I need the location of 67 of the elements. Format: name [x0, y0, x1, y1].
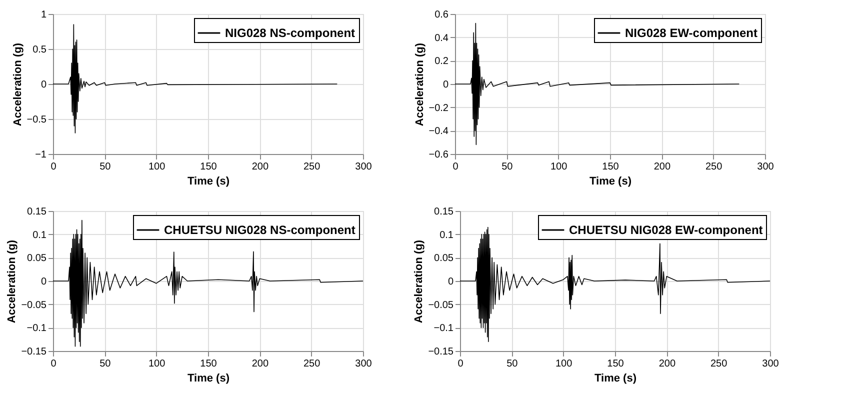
x-tick-label: 200: [654, 162, 671, 172]
x-tick-label: 300: [355, 162, 372, 172]
x-tick-label: 50: [506, 358, 518, 370]
y-tick-label: 0.05: [27, 253, 47, 264]
x-tick-label: 50: [100, 358, 112, 370]
x-tick-label: 300: [762, 358, 780, 370]
x-tick-label: 150: [200, 162, 218, 172]
x-tick-label: 150: [607, 358, 624, 370]
y-tick-label: 0.1: [440, 230, 454, 241]
y-tick-label: 0: [448, 276, 454, 288]
x-tick-label: 200: [658, 358, 676, 370]
y-tick-label: −1: [35, 150, 47, 160]
x-tick-label: 300: [355, 358, 372, 370]
y-tick-label: 0.15: [27, 206, 47, 218]
x-tick-label: 250: [303, 162, 321, 172]
x-axis-title: Time (s): [188, 176, 230, 188]
x-tick-label: 100: [148, 162, 166, 172]
y-tick-label: 0: [442, 80, 449, 90]
y-tick-label: 0.15: [434, 206, 454, 218]
line-series: [460, 226, 770, 342]
y-tick-label: −0.1: [434, 323, 454, 334]
x-tick-label: 100: [148, 358, 166, 370]
y-tick-label: 0.05: [434, 253, 454, 264]
y-tick-label: −0.05: [428, 300, 454, 311]
x-tick-label: 50: [502, 162, 514, 172]
y-tick-label: 0.4: [434, 32, 449, 44]
y-tick-label: 0: [40, 80, 47, 90]
x-tick-label: 150: [200, 358, 218, 370]
x-tick-label: 250: [710, 358, 728, 370]
y-tick-label: 0.2: [434, 56, 449, 68]
y-tick-label: −0.4: [428, 126, 449, 138]
legend-label: NIG028 EW-component: [625, 26, 758, 40]
x-tick-label: 100: [550, 162, 568, 172]
y-tick-label: −0.05: [21, 300, 47, 311]
x-tick-label: 200: [252, 162, 269, 172]
x-axis-title: Time (s): [188, 372, 230, 384]
legend-label: CHUETSU NIG028 EW-component: [569, 223, 763, 237]
x-axis-title: Time (s): [594, 372, 637, 384]
legend-label: NIG028 NS-component: [225, 26, 356, 40]
x-tick-label: 200: [252, 358, 269, 370]
legend-label: CHUETSU NIG028 NS-component: [164, 223, 356, 237]
y-tick-label: −0.15: [428, 346, 454, 358]
y-axis-title: Acceleration (g): [414, 42, 426, 126]
x-tick-label: 0: [50, 162, 57, 172]
x-tick-label: 50: [100, 162, 112, 172]
y-axis-title: Acceleration (g): [413, 240, 426, 324]
y-tick-label: 0.6: [434, 10, 449, 20]
x-tick-label: 150: [602, 162, 620, 172]
y-tick-label: −0.6: [428, 150, 449, 160]
x-axis-title: Time (s): [590, 176, 632, 188]
line-series: [53, 220, 363, 347]
y-tick-label: 1: [40, 10, 47, 20]
y-tick-label: 0: [40, 276, 47, 288]
y-tick-label: 0.1: [32, 230, 47, 241]
x-tick-label: 0: [458, 358, 464, 370]
y-tick-label: −0.15: [21, 346, 47, 358]
y-tick-label: −0.2: [428, 102, 449, 114]
x-tick-label: 100: [555, 358, 573, 370]
y-axis-title: Acceleration (g): [12, 42, 24, 126]
x-tick-label: 300: [757, 162, 774, 172]
y-tick-label: 0.5: [32, 44, 47, 56]
y-axis-title: Acceleration (g): [6, 240, 18, 324]
x-tick-label: 250: [705, 162, 723, 172]
y-tick-label: −0.5: [26, 114, 47, 126]
x-tick-label: 0: [50, 358, 57, 370]
y-tick-label: −0.1: [26, 323, 47, 334]
x-tick-label: 250: [303, 358, 321, 370]
